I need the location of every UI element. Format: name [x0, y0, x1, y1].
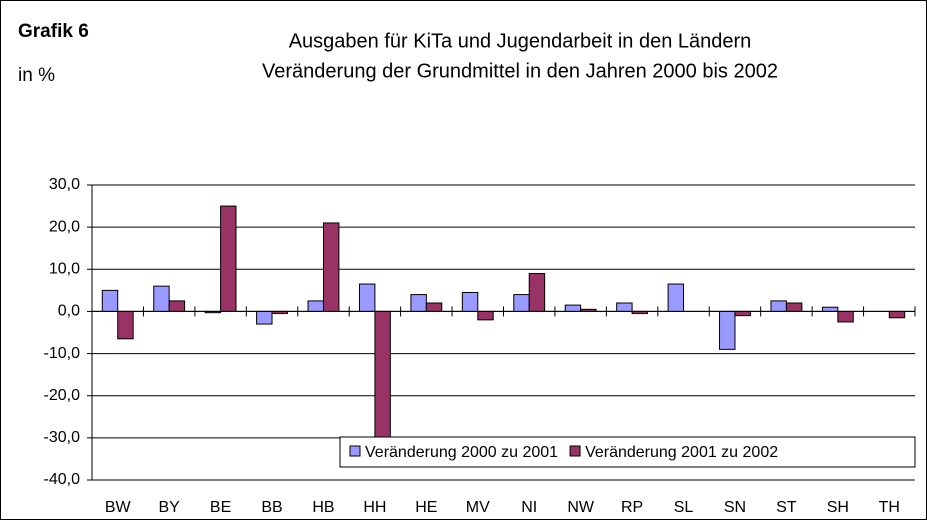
bar [307, 300, 324, 312]
bar [477, 310, 494, 321]
bar [667, 283, 685, 312]
x-tick-label: MV [466, 499, 490, 516]
bar [101, 289, 119, 312]
legend-swatch [349, 445, 361, 457]
bar [837, 310, 854, 323]
bar [425, 302, 443, 312]
x-tick-label: HB [312, 499, 334, 516]
x-tick-label: BW [105, 499, 132, 516]
y-tick-label: 0,0 [58, 303, 80, 320]
bar [256, 310, 273, 325]
x-tick-label: SL [674, 499, 694, 516]
bar [888, 310, 906, 319]
x-tick-label: RP [621, 499, 643, 516]
bar [322, 222, 340, 312]
chart-title: Ausgaben für KiTa und Jugendarbeit in de… [289, 30, 752, 52]
x-tick-label: SH [827, 499, 849, 516]
unit-label: in % [18, 65, 55, 86]
legend-label: Veränderung 2000 zu 2001 [365, 444, 558, 461]
x-tick-label: ST [776, 499, 797, 516]
bar [785, 302, 803, 312]
bar [734, 310, 751, 317]
chart-subtitle: Veränderung der Grundmittel in den Jahre… [262, 60, 778, 82]
y-tick-label: 20,0 [49, 218, 80, 235]
bar [358, 283, 376, 312]
bar [168, 300, 186, 312]
bar [821, 306, 839, 312]
x-tick-label: TH [879, 499, 900, 516]
bar [616, 302, 633, 312]
bar [153, 285, 170, 312]
bar [513, 294, 530, 312]
y-tick-label: -10,0 [44, 345, 81, 362]
x-tick-label: NI [521, 499, 537, 516]
legend-swatch [569, 445, 581, 457]
bar [564, 304, 582, 312]
bar [770, 300, 787, 312]
x-tick-label: HE [415, 499, 437, 516]
bar [374, 310, 391, 439]
y-tick-label: 10,0 [49, 261, 80, 278]
y-tick-label: -30,0 [44, 429, 81, 446]
x-tick-label: BY [158, 499, 180, 516]
x-tick-label: HH [363, 499, 386, 516]
chart-label: Grafik 6 [18, 21, 89, 42]
x-tick-label: SN [724, 499, 746, 516]
y-tick-label: 30,0 [49, 176, 80, 193]
bar [410, 294, 427, 312]
bar [220, 205, 237, 312]
bar [719, 310, 736, 350]
legend-label: Veränderung 2001 zu 2002 [585, 444, 778, 461]
x-tick-label: BB [261, 499, 282, 516]
y-tick-label: -40,0 [44, 471, 81, 488]
bar [528, 273, 546, 312]
y-tick-label: -20,0 [44, 387, 81, 404]
x-tick-label: BE [210, 499, 231, 516]
x-tick-label: NW [567, 499, 595, 516]
bar [117, 310, 134, 340]
bar [461, 291, 479, 312]
legend [339, 436, 916, 468]
